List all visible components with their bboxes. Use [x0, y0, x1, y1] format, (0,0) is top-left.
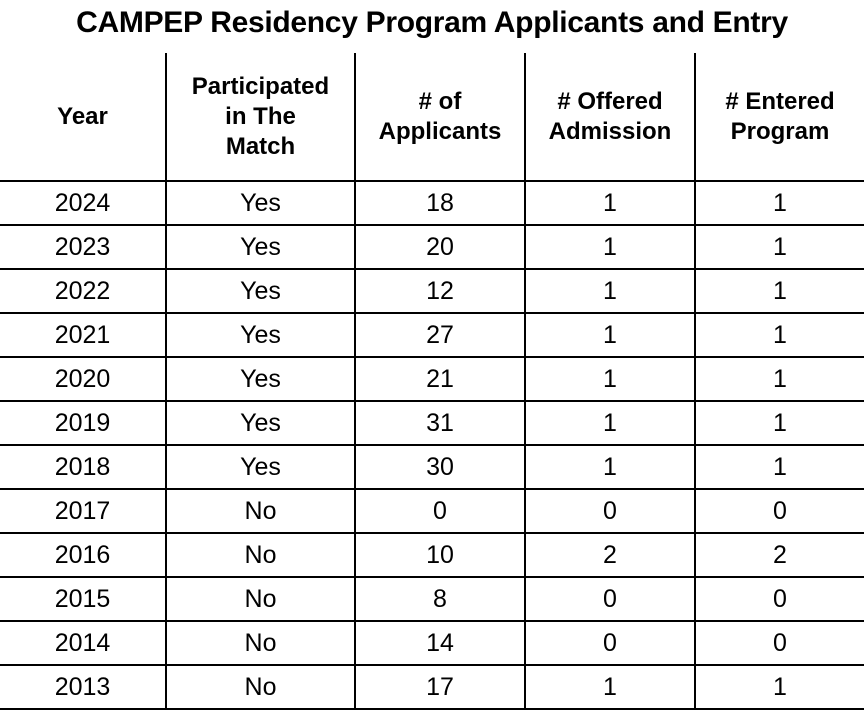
table-cell: 2022	[0, 268, 167, 314]
column-header: # of Applicants	[354, 53, 526, 182]
table-cell: 1	[694, 400, 864, 446]
table-cell: 0	[524, 576, 696, 622]
table-cell: 1	[694, 224, 864, 270]
table-cell: 2015	[0, 576, 167, 622]
table-cell: 2019	[0, 400, 167, 446]
table-cell: Yes	[165, 356, 356, 402]
table-cell: 8	[354, 576, 526, 622]
table-row: 2015 No 8 0 0	[0, 576, 864, 622]
table-row: 2023 Yes 20 1 1	[0, 224, 864, 270]
table-row: 2024 Yes 18 1 1	[0, 180, 864, 226]
table-cell: 0	[694, 576, 864, 622]
table-cell: 1	[694, 444, 864, 490]
table-cell: 1	[524, 664, 696, 710]
column-header: Participated in The Match	[165, 53, 356, 182]
table-cell: 2014	[0, 620, 167, 666]
table-cell: 0	[354, 488, 526, 534]
table-cell: Yes	[165, 180, 356, 226]
table-cell: Yes	[165, 224, 356, 270]
header-text: Applicants	[378, 117, 502, 145]
table-cell: 2017	[0, 488, 167, 534]
table-cell: Yes	[165, 400, 356, 446]
column-header: # Offered Admission	[524, 53, 696, 182]
table-cell: Yes	[165, 312, 356, 358]
table-cell: No	[165, 488, 356, 534]
table-row: 2014 No 14 0 0	[0, 620, 864, 666]
table-cell: 0	[694, 620, 864, 666]
table-cell: 18	[354, 180, 526, 226]
table-cell: No	[165, 532, 356, 578]
table-cell: 14	[354, 620, 526, 666]
table-cell: 2	[694, 532, 864, 578]
table-cell: 1	[524, 400, 696, 446]
table-cell: 1	[524, 356, 696, 402]
header-text: # Offered	[557, 87, 663, 115]
table-row: 2021 Yes 27 1 1	[0, 312, 864, 358]
header-text: # of	[418, 87, 462, 115]
table-row: 2022 Yes 12 1 1	[0, 268, 864, 314]
table-cell: 1	[694, 180, 864, 226]
header-text: Admission	[548, 117, 672, 145]
table-cell: No	[165, 576, 356, 622]
header-text: Year	[57, 102, 108, 130]
table-cell: 1	[524, 312, 696, 358]
table-row: 2019 Yes 31 1 1	[0, 400, 864, 446]
header-text: Match	[225, 132, 296, 160]
data-table: Year Participated in The Match # of Applicant…	[0, 53, 864, 710]
table-cell: 2013	[0, 664, 167, 710]
table-cell: 2018	[0, 444, 167, 490]
table-row: 2017 No 0 0 0	[0, 488, 864, 534]
table-cell: 21	[354, 356, 526, 402]
table-row: 2016 No 10 2 2	[0, 532, 864, 578]
table-cell: 27	[354, 312, 526, 358]
header-row: Year Participated in The Match # of Applicant…	[0, 53, 864, 182]
table-cell: 0	[524, 488, 696, 534]
table-cell: 1	[524, 268, 696, 314]
table-cell: 2021	[0, 312, 167, 358]
table-cell: 1	[694, 312, 864, 358]
table-cell: 2024	[0, 180, 167, 226]
column-header: Year	[0, 53, 167, 182]
table-cell: 10	[354, 532, 526, 578]
header-text: Program	[730, 117, 830, 145]
table-cell: 30	[354, 444, 526, 490]
table-cell: No	[165, 664, 356, 710]
table-cell: 2016	[0, 532, 167, 578]
table-cell: 1	[694, 664, 864, 710]
table-cell: 0	[524, 620, 696, 666]
table-cell: 1	[524, 180, 696, 226]
table-row: 2020 Yes 21 1 1	[0, 356, 864, 402]
table-title: CAMPEP Residency Program Applicants and …	[76, 6, 788, 39]
table-cell: 2	[524, 532, 696, 578]
table-cell: 20	[354, 224, 526, 270]
table-cell: 1	[524, 444, 696, 490]
table-cell: 12	[354, 268, 526, 314]
table-cell: 1	[524, 224, 696, 270]
table-cell: 2020	[0, 356, 167, 402]
table-cell: 17	[354, 664, 526, 710]
table-cell: Yes	[165, 268, 356, 314]
table-cell: No	[165, 620, 356, 666]
table-cell: 2023	[0, 224, 167, 270]
header-text: # Entered	[725, 87, 835, 115]
table-row: 2013 No 17 1 1	[0, 664, 864, 710]
table-cell: 31	[354, 400, 526, 446]
table-cell: 1	[694, 356, 864, 402]
header-text: Participated	[191, 72, 330, 100]
table-cell: 1	[694, 268, 864, 314]
header-text: in The	[225, 102, 296, 130]
column-header: # Entered Program	[694, 53, 864, 182]
table-row: 2018 Yes 30 1 1	[0, 444, 864, 490]
table-cell: Yes	[165, 444, 356, 490]
table-cell: 0	[694, 488, 864, 534]
